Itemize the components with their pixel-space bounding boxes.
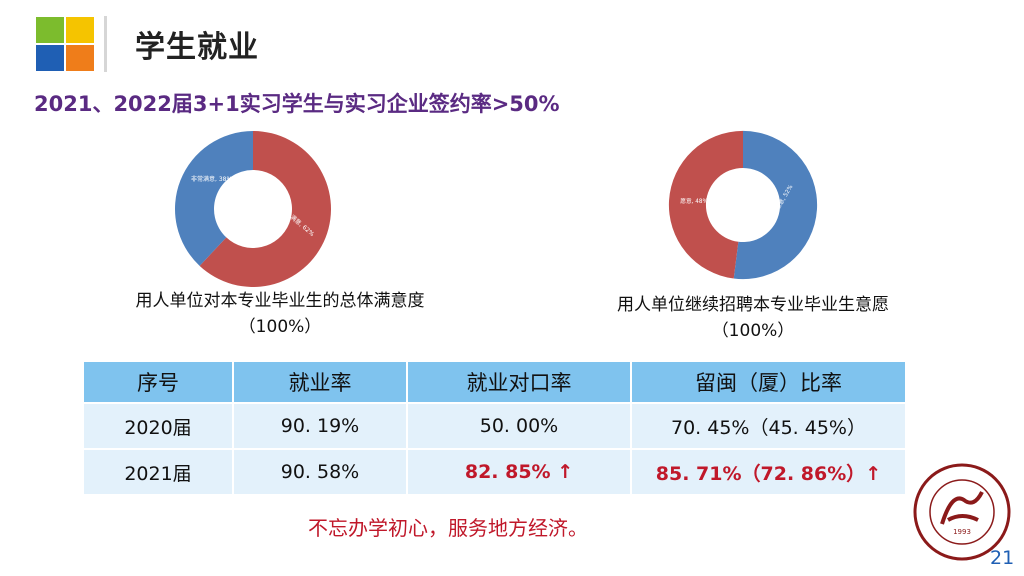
table-cell: 2020届 [82, 402, 234, 450]
subtitle: 2021、2022届3+1实习学生与实习企业签约率>50% [34, 92, 560, 116]
column-header: 就业率 [232, 360, 408, 404]
column-header: 就业对口率 [406, 360, 632, 404]
table-cell: 2021届 [82, 448, 234, 496]
chart-caption: 用人单位对本专业毕业生的总体满意度 （100%） [135, 291, 425, 337]
logo [36, 17, 94, 71]
table-header-row: 序号 就业率 就业对口率 留闽（厦）比率 [82, 360, 907, 404]
slice-label: 非常满意, 38% [191, 175, 232, 183]
satisfaction-donut: 满意, 62% 非常满意, 38% [175, 131, 332, 287]
page-number: 21 [990, 547, 1015, 569]
column-header: 序号 [82, 360, 234, 404]
donut-slice [199, 131, 332, 287]
employment-table: 序号 就业率 就业对口率 留闽（厦）比率 2020届 90. 19% 50. 0… [82, 360, 907, 496]
donut-slice [175, 131, 253, 266]
table-row: 2021届 90. 58% 82. 85% ↑ 85. 71%（72. 86%）… [82, 448, 907, 496]
table-cell-highlight: 82. 85% ↑ [406, 448, 632, 496]
donut-slice [668, 130, 743, 279]
rehire-donut: 非常愿意, 52% 愿意, 48% [668, 130, 818, 280]
table-cell: 90. 58% [232, 448, 408, 496]
table-cell: 90. 19% [232, 402, 408, 450]
donut-slice [733, 130, 818, 280]
table-row: 2020届 90. 19% 50. 00% 70. 45%（45. 45%） [82, 402, 907, 450]
svg-text:1993: 1993 [953, 528, 971, 536]
column-header: 留闽（厦）比率 [630, 360, 907, 404]
university-seal-icon: 1993 [913, 463, 1011, 561]
table-cell-highlight: 85. 71%（72. 86%）↑ [630, 448, 907, 496]
table-cell: 70. 45%（45. 45%） [630, 402, 907, 450]
slogan: 不忘办学初心，服务地方经济。 [308, 516, 588, 540]
chart-caption: 用人单位继续招聘本专业毕业生意愿 （100%） [617, 295, 889, 341]
table-cell: 50. 00% [406, 402, 632, 450]
page-title: 学生就业 [135, 30, 259, 65]
slice-label: 愿意, 48% [680, 197, 708, 205]
divider [104, 16, 107, 72]
